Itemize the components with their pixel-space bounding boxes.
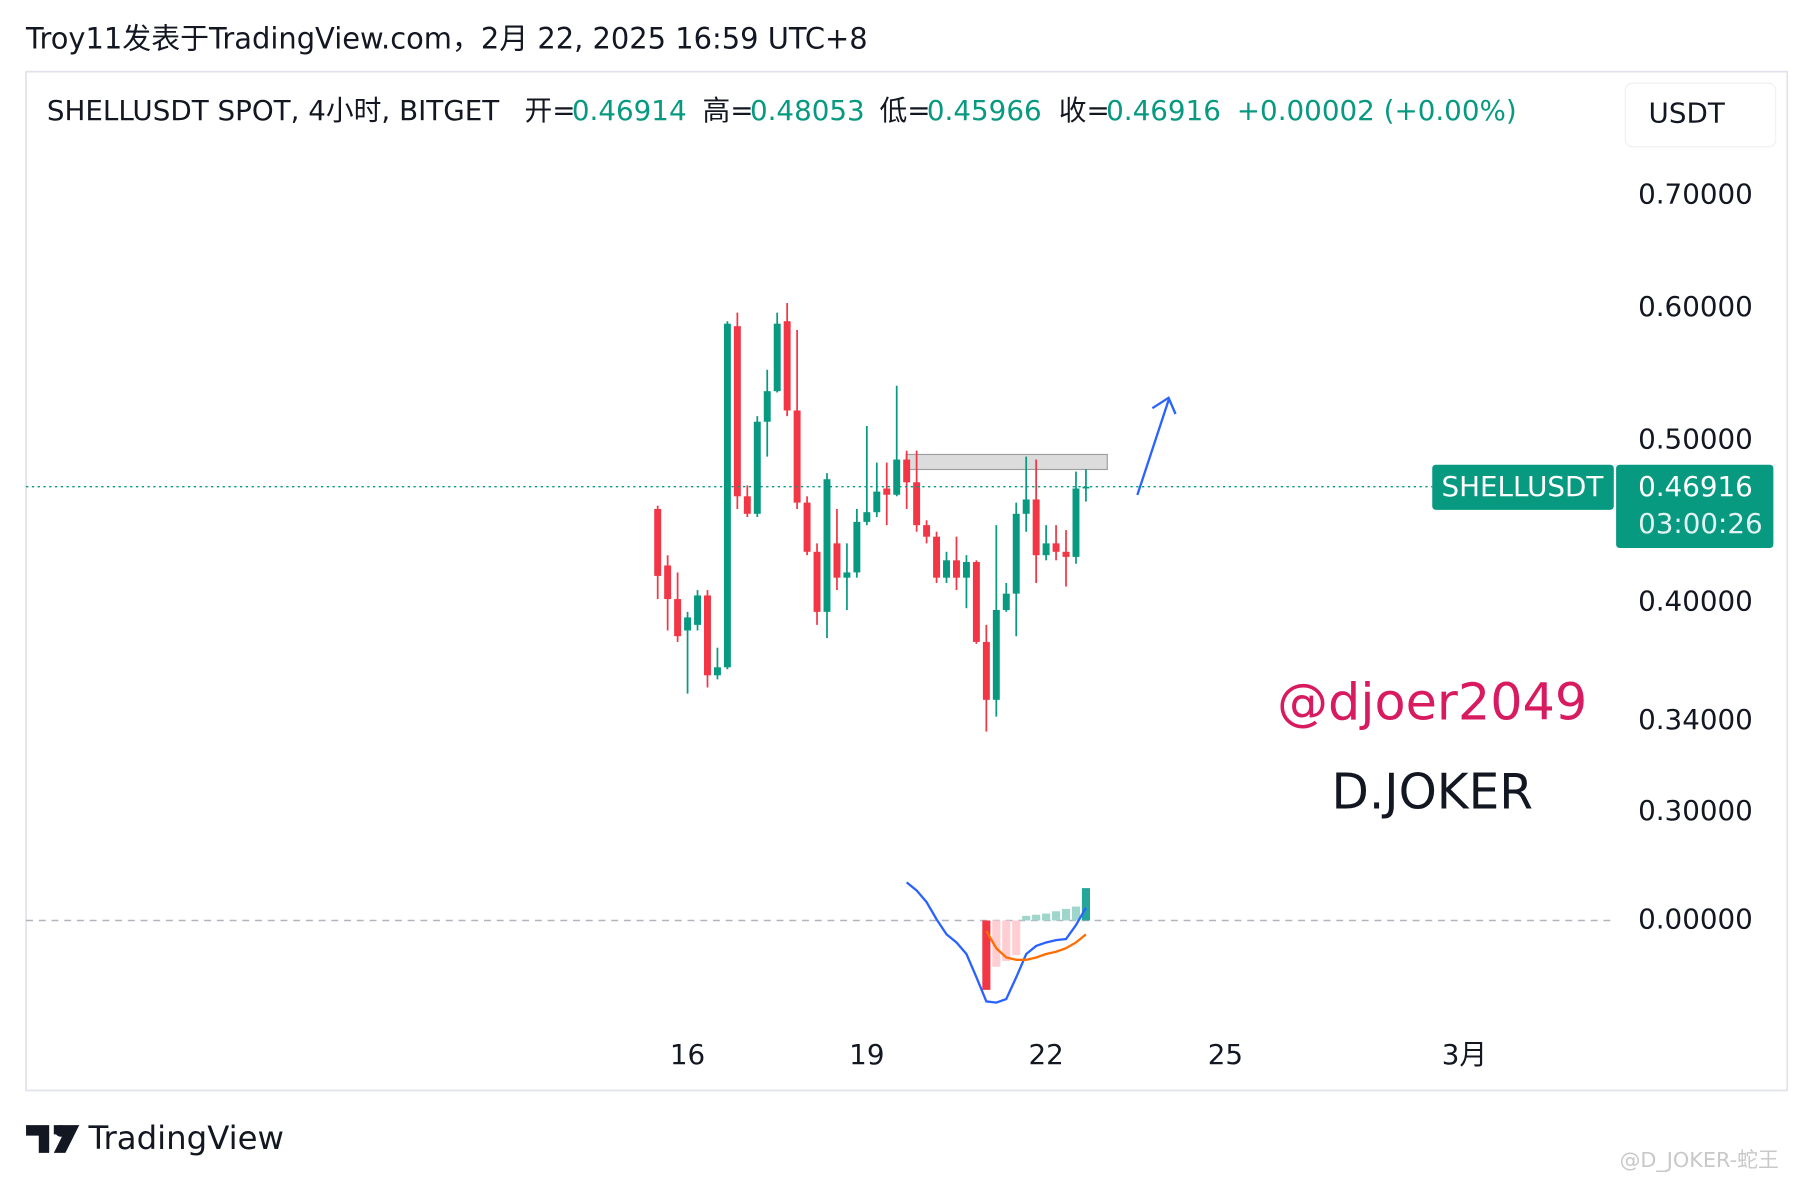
price-tag-countdown: 03:00:26 <box>1638 507 1763 540</box>
ohlc-value: 0.46914 <box>572 94 687 127</box>
candle-body <box>823 479 831 612</box>
candle-body <box>1002 593 1010 611</box>
candle-body <box>992 610 1000 700</box>
candle-body <box>743 496 751 514</box>
candle-body <box>1032 499 1040 556</box>
candle-body <box>664 565 672 600</box>
histogram-bar <box>1032 914 1041 921</box>
x-tick-label: 16 <box>670 1038 705 1071</box>
histogram-bar <box>1071 906 1081 921</box>
trend-arrow <box>1136 396 1177 496</box>
symbol-tag <box>1432 464 1614 510</box>
candle-body <box>793 410 801 503</box>
watermark: @djoer2049 <box>1277 672 1587 731</box>
ohlc-value: 0.46916 <box>1106 94 1221 127</box>
candle-body <box>1052 543 1060 552</box>
candle-body <box>833 543 841 578</box>
price-tag <box>1616 464 1774 548</box>
price-tag-value: 0.46916 <box>1638 470 1753 503</box>
brand: TradingView <box>88 1119 285 1157</box>
x-tick-label: 22 <box>1028 1038 1063 1071</box>
candle-body <box>953 560 960 578</box>
ohlc-label: 高= <box>703 94 754 127</box>
header: Troy11发表于TradingView.com，2月 22, 2025 16:… <box>25 21 868 55</box>
candle-body <box>893 459 901 495</box>
histogram-bar <box>1061 908 1071 921</box>
ohlc-label: 低= <box>879 94 930 127</box>
candle-body <box>813 551 821 612</box>
y-tick-label: 0.40000 <box>1638 585 1753 618</box>
candle-body <box>763 391 771 422</box>
logo-dot <box>54 1125 67 1137</box>
candle-body <box>803 502 811 552</box>
candle-body <box>943 560 950 578</box>
ohlc-label: 收= <box>1059 94 1110 127</box>
candle-body <box>674 599 682 637</box>
candle-body <box>713 667 721 676</box>
histogram-bar <box>1022 915 1031 921</box>
candle-body <box>913 482 921 526</box>
candle-body <box>1042 543 1050 556</box>
candle-body <box>1022 499 1030 514</box>
indicator-line <box>985 930 1087 961</box>
candle-body <box>873 491 881 513</box>
watermark: D.JOKER <box>1331 765 1533 821</box>
y-tick-label: 0.00000 <box>1638 902 1753 935</box>
candle-body <box>723 323 731 668</box>
y-tick-label: 0.30000 <box>1638 794 1753 827</box>
candle-body <box>883 488 891 495</box>
candle-body <box>962 562 970 578</box>
candle-body <box>1012 513 1020 594</box>
ohlc-value: 0.48053 <box>750 94 865 127</box>
candle-body <box>863 512 871 522</box>
currency: USDT <box>1649 96 1726 129</box>
change-label: +0.00002 (+0.00%) <box>1237 94 1517 127</box>
ohlc-label: 开= <box>524 94 575 127</box>
histogram-bar <box>1042 913 1051 921</box>
histogram-bar <box>1002 920 1011 961</box>
candle-body <box>982 641 990 700</box>
candle-body <box>933 536 941 578</box>
candle-body <box>923 525 931 537</box>
x-tick-label: 25 <box>1208 1038 1243 1071</box>
indicator-line <box>905 881 1087 1004</box>
candle-body <box>733 326 741 497</box>
histogram-bar <box>1052 911 1061 921</box>
candle-body <box>694 595 701 625</box>
candle-body <box>773 323 781 392</box>
histogram-bar <box>982 920 991 990</box>
candle-body <box>843 572 851 578</box>
symbol-tag-label: SHELLUSDT <box>1442 470 1605 503</box>
x-tick-label: 3月 <box>1442 1038 1487 1071</box>
y-tick-label: 0.70000 <box>1638 178 1753 211</box>
currency-box[interactable] <box>1624 82 1777 148</box>
y-tick-label: 0.34000 <box>1638 703 1753 736</box>
candle-body <box>783 321 791 411</box>
candle-body <box>753 421 761 514</box>
credit: @D_JOKER-蛇王 <box>1620 1148 1779 1172</box>
symbol-label: SHELLUSDT SPOT, 4小时, BITGET <box>47 94 500 127</box>
candle-body <box>684 617 692 631</box>
candle-body <box>903 459 911 483</box>
x-tick-label: 19 <box>849 1038 884 1071</box>
candle-body <box>853 521 861 573</box>
ohlc-value: 0.45966 <box>927 94 1042 127</box>
candle-body <box>972 562 980 642</box>
y-tick-label: 0.50000 <box>1638 422 1753 455</box>
candle-body <box>654 508 662 576</box>
chart-frame <box>25 70 1789 1092</box>
histogram-bar <box>1012 920 1021 956</box>
resistance-box <box>905 453 1108 471</box>
histogram-bar <box>992 920 1001 967</box>
candle-body <box>704 595 711 676</box>
histogram-bar <box>1081 888 1090 921</box>
y-tick-label: 0.60000 <box>1638 290 1753 323</box>
candle-body <box>1082 486 1090 489</box>
candle-body <box>1072 488 1080 557</box>
candle-body <box>1062 551 1070 557</box>
